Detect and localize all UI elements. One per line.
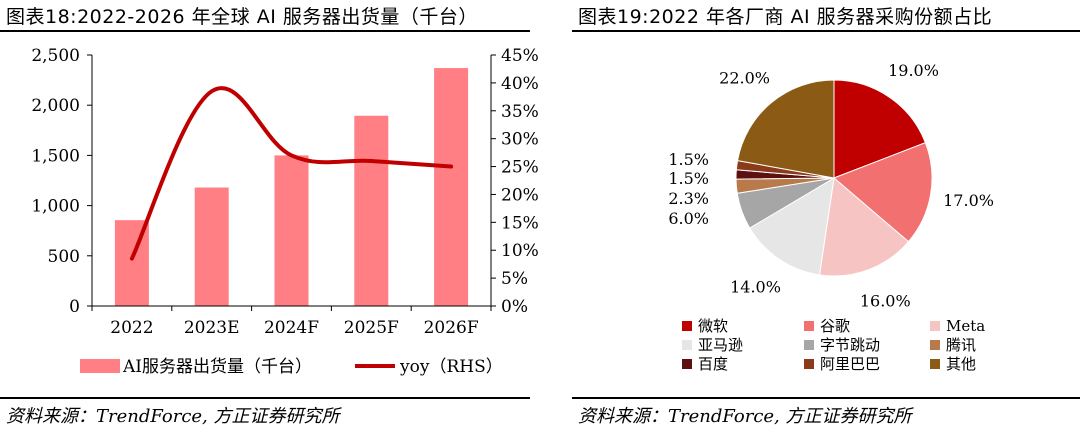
legend-label: 亚马逊 bbox=[698, 336, 743, 354]
right-y-tick-label: 0% bbox=[501, 297, 528, 317]
right-chart-title: 图表19:2022 年各厂商 AI 服务器采购份额占比 bbox=[578, 6, 993, 28]
left-y-tick-label: 0 bbox=[69, 297, 80, 317]
pie-slice bbox=[749, 177, 835, 276]
left-chart-panel: 图表18:2022-2026 年全球 AI 服务器出货量（千台） 0 500 1,0… bbox=[0, 0, 539, 427]
right-y-tick-label: 40% bbox=[501, 74, 539, 94]
x-tick-label: 2024F bbox=[264, 318, 319, 338]
right-chart-panel: 图表19:2022 年各厂商 AI 服务器采购份额占比 19.0% 17.0% 16… bbox=[572, 0, 1080, 427]
legend-label: 字节跳动 bbox=[820, 336, 880, 354]
x-tick-label: 2026F bbox=[424, 318, 479, 338]
right-source-note: 资料来源：TrendForce, 方正证券研究所 bbox=[578, 406, 912, 427]
legend-swatch bbox=[804, 321, 814, 331]
pie-data-label: 2.3% bbox=[668, 189, 709, 208]
right-y-tick-label: 35% bbox=[501, 102, 539, 122]
pie-data-label: 1.5% bbox=[668, 150, 709, 169]
right-y-tick-label: 15% bbox=[501, 213, 539, 233]
legend-swatch bbox=[930, 321, 940, 331]
right-y-tick-label: 20% bbox=[501, 185, 539, 205]
pie-data-label: 14.0% bbox=[730, 278, 781, 297]
left-title-rule bbox=[0, 30, 530, 32]
legend-line-label: yoy（RHS） bbox=[399, 357, 503, 377]
left-y-tick-label: 500 bbox=[48, 247, 80, 267]
legend-swatch bbox=[930, 340, 940, 350]
right-y-tick-label: 25% bbox=[501, 158, 539, 178]
left-y-tick-label: 1,500 bbox=[31, 146, 80, 166]
legend-swatch bbox=[682, 340, 692, 350]
legend-label: 微软 bbox=[698, 317, 728, 335]
legend-swatch bbox=[930, 359, 940, 369]
left-y-tick-label: 2,000 bbox=[31, 96, 80, 116]
procurement-share-pie-chart: 19.0%17.0%16.0%14.0%6.0%2.3%1.5%1.5%22.0… bbox=[668, 61, 994, 373]
shipment-combo-chart: 0 500 1,000 1,500 2,000 2,500 0% 5% 10% 15% 20% 25%… bbox=[31, 46, 538, 377]
legend-swatch bbox=[804, 340, 814, 350]
left-y-tick-label: 2,500 bbox=[31, 46, 80, 66]
pie-data-label: 17.0% bbox=[943, 191, 994, 210]
legend-label: Meta bbox=[946, 317, 985, 335]
legend-swatch bbox=[682, 359, 692, 369]
right-y-tick-label: 5% bbox=[501, 269, 528, 289]
right-y-tick-label: 10% bbox=[501, 241, 539, 261]
right-y-tick-label: 45% bbox=[501, 46, 539, 66]
left-chart-title: 图表18:2022-2026 年全球 AI 服务器出货量（千台） bbox=[6, 6, 478, 28]
pie-slice bbox=[833, 142, 933, 243]
legend-label: 阿里巴巴 bbox=[820, 355, 880, 373]
shipment-bar bbox=[354, 115, 389, 306]
legend-bar-label: AI服务器出货量（千台） bbox=[122, 357, 312, 377]
legend-label: 其他 bbox=[946, 355, 976, 373]
legend-label: 腾讯 bbox=[946, 336, 976, 354]
right-source-rule bbox=[572, 397, 1080, 399]
left-y-tick-label: 1,000 bbox=[31, 197, 80, 217]
pie-data-label: 19.0% bbox=[888, 61, 939, 80]
pie-data-label: 16.0% bbox=[860, 292, 911, 311]
legend-bar-swatch bbox=[80, 359, 120, 373]
right-title-rule bbox=[572, 30, 1080, 32]
shipment-bar bbox=[274, 155, 309, 306]
left-source-rule bbox=[0, 397, 530, 399]
pie-slice bbox=[736, 79, 835, 179]
right-y-tick-label: 30% bbox=[501, 130, 539, 150]
pie-slice bbox=[833, 79, 927, 179]
pie-slice bbox=[818, 177, 910, 277]
x-tick-label: 2023E bbox=[184, 318, 240, 338]
legend-swatch bbox=[682, 321, 692, 331]
legend-label: 谷歌 bbox=[820, 317, 850, 335]
pie-data-label: 1.5% bbox=[668, 169, 709, 188]
left-source-note: 资料来源：TrendForce, 方正证券研究所 bbox=[6, 406, 340, 427]
pie-data-label: 6.0% bbox=[668, 209, 709, 228]
legend-label: 百度 bbox=[698, 355, 728, 373]
x-tick-label: 2022 bbox=[110, 318, 153, 338]
shipment-bar bbox=[434, 68, 469, 306]
yoy-line bbox=[129, 86, 454, 261]
shipment-bar bbox=[194, 187, 229, 306]
pie-data-label: 22.0% bbox=[719, 68, 770, 87]
legend-swatch bbox=[804, 359, 814, 369]
x-tick-label: 2025F bbox=[344, 318, 399, 338]
